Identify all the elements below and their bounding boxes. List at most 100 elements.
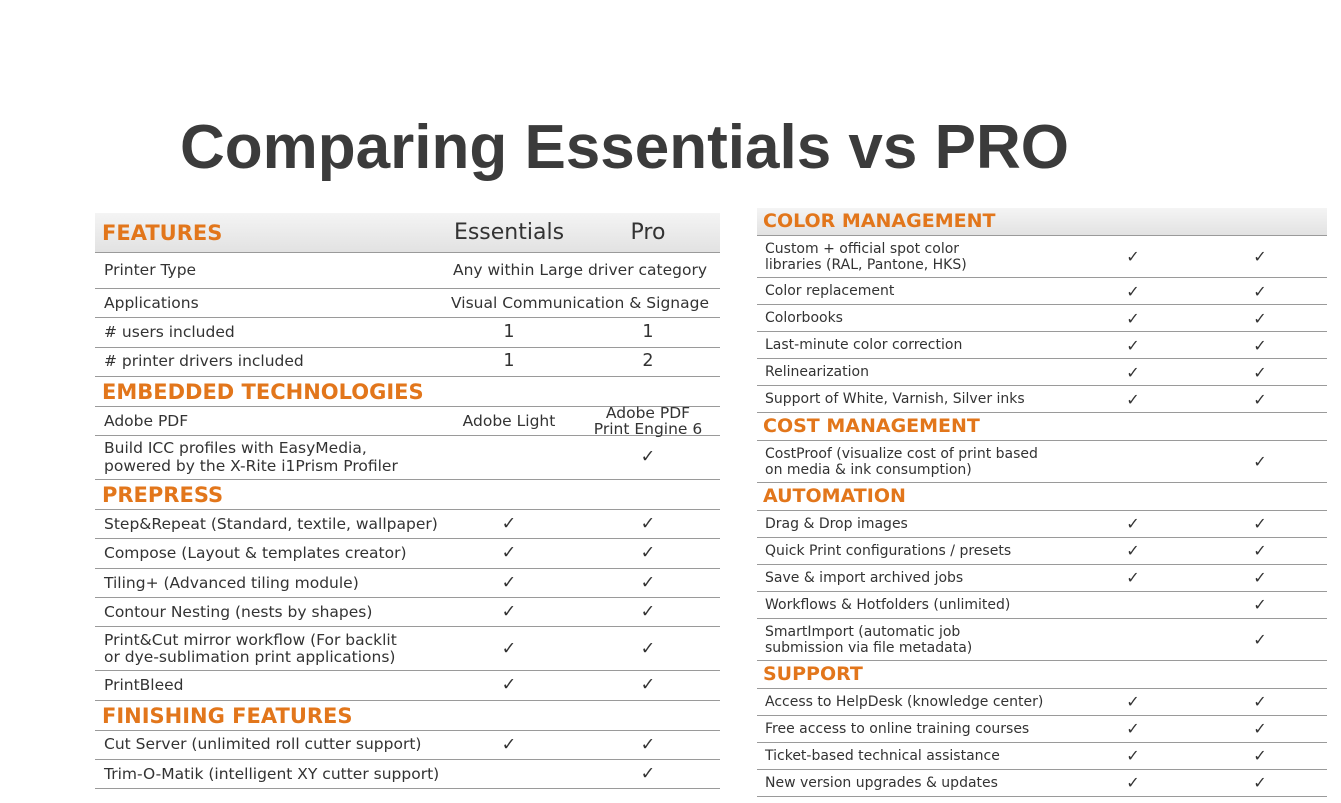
table-cell: ✓ xyxy=(640,601,656,622)
table-cell: ✓ xyxy=(1253,362,1267,382)
table-cell: ✓ xyxy=(1253,746,1267,765)
table-cell: ✓ xyxy=(1253,514,1267,533)
table-cell: ✓ xyxy=(1126,389,1140,409)
table-row xyxy=(95,253,720,289)
page-title: Comparing Essentials vs PRO xyxy=(180,113,1069,182)
table-cell: ✓ xyxy=(640,763,656,784)
table-row xyxy=(757,278,1327,305)
table-cell: ✓ xyxy=(1253,451,1267,471)
row-label: Workflows & Hotfolders (unlimited) xyxy=(765,596,1011,613)
table-cell: 2 xyxy=(642,351,654,372)
table-cell: ✓ xyxy=(640,675,656,696)
table-row xyxy=(95,436,720,481)
row-label: Relinearization xyxy=(765,364,869,381)
table-cell: 1 xyxy=(642,322,654,343)
row-label: New version upgrades & updates xyxy=(765,774,998,791)
row-label: # printer drivers included xyxy=(104,352,304,371)
row-label: Printer Type xyxy=(104,261,197,280)
header-band xyxy=(757,208,1327,236)
table-cell: Visual Communication & Signage xyxy=(451,293,709,312)
table-row xyxy=(757,743,1327,770)
table-cell: ✓ xyxy=(1253,595,1267,614)
row-label: SmartImport (automatic job submission vi… xyxy=(765,623,973,656)
row-label: Trim-O-Matik (intelligent XY cutter supp… xyxy=(104,764,440,783)
table-cell: ✓ xyxy=(1126,692,1140,711)
row-label: Colorbooks xyxy=(765,310,843,327)
row-label: Color replacement xyxy=(765,283,895,300)
table-row xyxy=(95,318,720,348)
table-cell: ✓ xyxy=(640,543,656,564)
row-label: CostProof (visualize cost of print based… xyxy=(765,445,1038,478)
column-heading: Essentials xyxy=(453,220,565,246)
table-row xyxy=(757,441,1327,483)
table-cell: ✓ xyxy=(640,638,656,659)
table-row xyxy=(95,671,720,701)
section-heading: AUTOMATION xyxy=(763,484,906,507)
row-label: Drag & Drop images xyxy=(765,515,908,532)
row-label: Save & import archived jobs xyxy=(765,569,964,586)
row-label: PrintBleed xyxy=(104,676,184,695)
table-cell: ✓ xyxy=(1253,692,1267,711)
table-cell: ✓ xyxy=(1126,773,1140,792)
row-label: Compose (Layout & templates creator) xyxy=(104,544,407,563)
table-row xyxy=(95,731,720,760)
table-cell: ✓ xyxy=(501,514,517,535)
table-cell: ✓ xyxy=(1253,281,1267,301)
table-cell: ✓ xyxy=(1126,246,1140,266)
table-row xyxy=(757,305,1327,332)
table-cell: ✓ xyxy=(1253,335,1267,355)
column-heading: Pro xyxy=(630,220,666,246)
table-row xyxy=(95,627,720,672)
table-cell: ✓ xyxy=(1253,719,1267,738)
table-row xyxy=(757,332,1327,359)
section-rule xyxy=(95,480,720,511)
table-row xyxy=(95,510,720,540)
table-cell: ✓ xyxy=(640,514,656,535)
table-cell: ✓ xyxy=(1253,773,1267,792)
row-label: Step&Repeat (Standard, textile, wallpape… xyxy=(104,514,438,533)
section-heading: SUPPORT xyxy=(763,662,863,685)
table-cell: ✓ xyxy=(1253,541,1267,560)
table-cell: ✓ xyxy=(1126,541,1140,560)
table-row xyxy=(757,538,1327,565)
table-row xyxy=(757,511,1327,538)
table-cell: ✓ xyxy=(1253,629,1267,649)
section-heading: EMBEDDED TECHNOLOGIES xyxy=(102,379,424,404)
table-cell: ✓ xyxy=(501,734,517,755)
table-cell: ✓ xyxy=(1253,568,1267,587)
section-heading: FINISHING FEATURES xyxy=(102,703,353,728)
header-band xyxy=(95,213,720,253)
row-label: Quick Print configurations / presets xyxy=(765,542,1012,559)
row-label: Custom + official spot color libraries (… xyxy=(765,240,967,273)
row-label: Last-minute color correction xyxy=(765,337,963,354)
section-rule xyxy=(95,701,720,731)
table-cell: ✓ xyxy=(1126,514,1140,533)
section-rule xyxy=(95,377,720,407)
table-cell: ✓ xyxy=(501,543,517,564)
table-cell: ✓ xyxy=(1126,362,1140,382)
section-heading: FEATURES xyxy=(102,220,223,245)
table-row xyxy=(757,770,1327,797)
table-row xyxy=(95,760,720,790)
table-row xyxy=(95,540,720,569)
row-label: Build ICC profiles with EasyMedia, power… xyxy=(104,439,398,476)
row-label: Tiling+ (Advanced tiling module) xyxy=(104,573,359,592)
row-label: Ticket-based technical assistance xyxy=(765,747,1000,764)
table-row xyxy=(757,386,1327,413)
table-cell: 1 xyxy=(503,351,515,372)
table-row xyxy=(95,348,720,377)
table-row xyxy=(757,359,1327,386)
table-cell: ✓ xyxy=(1126,308,1140,328)
section-rule xyxy=(757,413,1327,441)
table-row xyxy=(95,407,720,437)
table-cell: 1 xyxy=(503,322,515,343)
table-row xyxy=(95,598,720,628)
row-label: Print&Cut mirror workflow (For backlit o… xyxy=(104,630,397,667)
table-row xyxy=(757,716,1327,743)
table-cell: ✓ xyxy=(501,601,517,622)
table-cell: Adobe PDF Print Engine 6 xyxy=(593,404,703,438)
table-row xyxy=(757,592,1327,619)
table-cell: ✓ xyxy=(1126,335,1140,355)
row-label: Contour Nesting (nests by shapes) xyxy=(104,602,373,621)
